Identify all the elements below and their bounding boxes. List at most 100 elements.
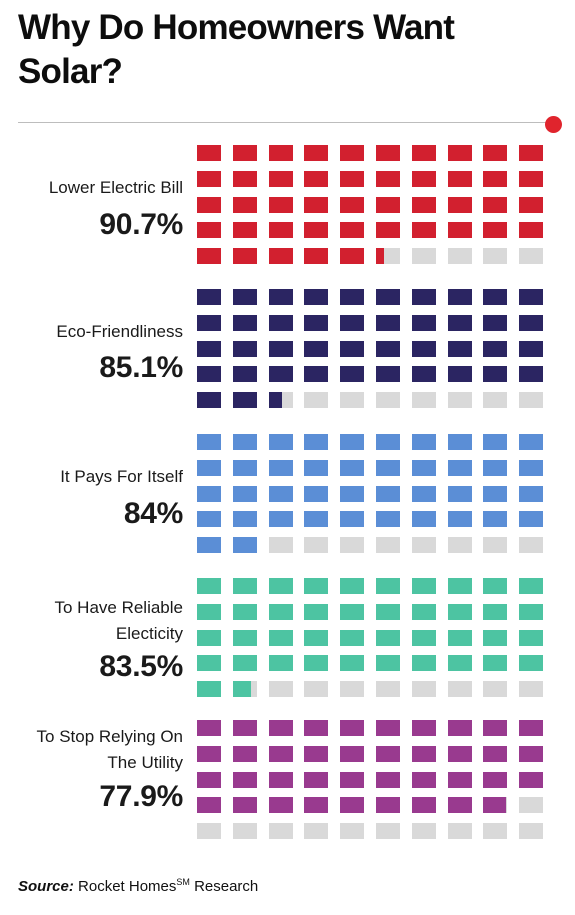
- waffle-cell-fill: [197, 720, 221, 736]
- waffle-cell-stop-relying-on-utility: [304, 797, 329, 814]
- waffle-cell-fill: [447, 340, 472, 357]
- waffle-cell-lower-electric-bill: [519, 248, 544, 265]
- waffle-cell-it-pays-for-itself: [304, 511, 329, 528]
- waffle-cell-fill: [268, 511, 293, 528]
- waffle-cell-reliable-electricity: [376, 578, 400, 594]
- waffle-cell-fill: [483, 511, 508, 528]
- source-note: Source: Rocket HomesSM Research: [18, 876, 258, 898]
- waffle-cell-it-pays-for-itself: [268, 485, 293, 502]
- waffle-cell-lower-electric-bill: [483, 248, 508, 265]
- waffle-cell-fill: [483, 797, 507, 814]
- waffle-cell-it-pays-for-itself: [232, 434, 257, 450]
- waffle-cell-reliable-electricity: [376, 681, 400, 698]
- waffle-cell-lower-electric-bill: [304, 248, 329, 265]
- waffle-cell-fill: [340, 603, 365, 620]
- waffle-cell-reliable-electricity: [340, 603, 365, 620]
- waffle-cell-eco-friendliness: [519, 314, 544, 331]
- waffle-cell-fill: [483, 745, 508, 762]
- waffle-cell-fill: [376, 511, 400, 528]
- waffle-cell-reliable-electricity: [376, 655, 400, 672]
- series-value-lower-electric-bill: 90.7%: [99, 208, 183, 241]
- waffle-cell-stop-relying-on-utility: [447, 720, 472, 736]
- waffle-cell-fill: [232, 392, 257, 409]
- waffle-cell-eco-friendliness: [483, 392, 508, 409]
- series-value-eco-friendliness: 85.1%: [99, 351, 183, 384]
- waffle-cell-lower-electric-bill: [304, 196, 329, 213]
- waffle-cell-eco-friendliness: [232, 392, 257, 409]
- waffle-cell-stop-relying-on-utility: [519, 771, 544, 788]
- waffle-cell-fill: [340, 434, 365, 450]
- waffle-cell-lower-electric-bill: [447, 248, 472, 265]
- waffle-cell-it-pays-for-itself: [304, 537, 329, 554]
- waffle-cell-it-pays-for-itself: [447, 434, 472, 450]
- chart-title: Why Do Homeowners Want Solar?: [18, 8, 455, 91]
- waffle-cell-reliable-electricity: [197, 578, 221, 594]
- waffle-cell-it-pays-for-itself: [340, 511, 365, 528]
- waffle-cell-reliable-electricity: [447, 603, 472, 620]
- waffle-cell-fill: [197, 145, 221, 161]
- waffle-cell-fill: [232, 459, 257, 476]
- waffle-cell-fill: [197, 196, 221, 213]
- waffle-cell-stop-relying-on-utility: [447, 745, 472, 762]
- waffle-cell-lower-electric-bill: [376, 248, 400, 265]
- waffle-cell-stop-relying-on-utility: [197, 771, 221, 788]
- waffle-cell-fill: [376, 603, 400, 620]
- waffle-cell-fill: [304, 771, 329, 788]
- waffle-cell-fill: [340, 366, 365, 383]
- waffle-cell-fill: [340, 289, 365, 305]
- waffle-cell-fill: [447, 771, 472, 788]
- waffle-cell-fill: [304, 459, 329, 476]
- waffle-cell-fill: [340, 720, 365, 736]
- waffle-cell-fill: [483, 434, 508, 450]
- waffle-cell-it-pays-for-itself: [519, 537, 544, 554]
- waffle-cell-stop-relying-on-utility: [340, 823, 365, 840]
- waffle-cell-fill: [340, 655, 365, 672]
- waffle-cell-stop-relying-on-utility: [483, 771, 508, 788]
- waffle-cell-reliable-electricity: [268, 578, 293, 594]
- series-label-lower-electric-bill: Lower Electric Bill: [48, 178, 183, 197]
- waffle-cell-fill: [483, 366, 508, 383]
- waffle-cell-stop-relying-on-utility: [197, 745, 221, 762]
- waffle-cell-fill: [519, 196, 544, 213]
- waffle-cell-fill: [376, 222, 400, 239]
- waffle-cell-fill: [483, 314, 508, 331]
- waffle-cell-lower-electric-bill: [411, 248, 436, 265]
- waffle-it-pays-for-itself: [197, 434, 557, 554]
- waffle-cell-it-pays-for-itself: [376, 485, 400, 502]
- waffle-cell-it-pays-for-itself: [483, 537, 508, 554]
- waffle-cell-it-pays-for-itself: [376, 459, 400, 476]
- waffle-cell-fill: [376, 196, 400, 213]
- waffle-cell-lower-electric-bill: [376, 170, 400, 187]
- waffle-cell-reliable-electricity: [519, 603, 544, 620]
- waffle-cell-stop-relying-on-utility: [411, 797, 436, 814]
- waffle-cell-it-pays-for-itself: [232, 511, 257, 528]
- waffle-cell-stop-relying-on-utility: [304, 745, 329, 762]
- waffle-cell-stop-relying-on-utility: [411, 823, 436, 840]
- waffle-cell-fill: [268, 485, 293, 502]
- waffle-cell-eco-friendliness: [483, 314, 508, 331]
- waffle-cell-stop-relying-on-utility: [268, 745, 293, 762]
- waffle-cell-fill: [197, 681, 221, 698]
- waffle-cell-reliable-electricity: [411, 578, 436, 594]
- waffle-cell-reliable-electricity: [411, 603, 436, 620]
- source-suffix: Research: [189, 878, 259, 895]
- waffle-cell-lower-electric-bill: [519, 170, 544, 187]
- waffle-cell-lower-electric-bill: [483, 222, 508, 239]
- waffle-cell-fill: [376, 314, 400, 331]
- waffle-cell-eco-friendliness: [304, 340, 329, 357]
- waffle-cell-fill: [411, 222, 436, 239]
- waffle-cell-lower-electric-bill: [340, 170, 365, 187]
- waffle-cell-reliable-electricity: [232, 629, 257, 646]
- waffle-cell-fill: [232, 797, 257, 814]
- waffle-cell-fill: [340, 196, 365, 213]
- waffle-cell-fill: [411, 366, 436, 383]
- waffle-cell-fill: [483, 145, 508, 161]
- waffle-cell-lower-electric-bill: [268, 145, 293, 161]
- waffle-cell-fill: [411, 797, 436, 814]
- waffle-cell-fill: [197, 392, 221, 409]
- waffle-cell-eco-friendliness: [447, 289, 472, 305]
- waffle-cell-stop-relying-on-utility: [519, 745, 544, 762]
- waffle-cell-fill: [197, 578, 221, 594]
- waffle-cell-fill: [268, 578, 293, 594]
- waffle-cell-fill: [197, 459, 221, 476]
